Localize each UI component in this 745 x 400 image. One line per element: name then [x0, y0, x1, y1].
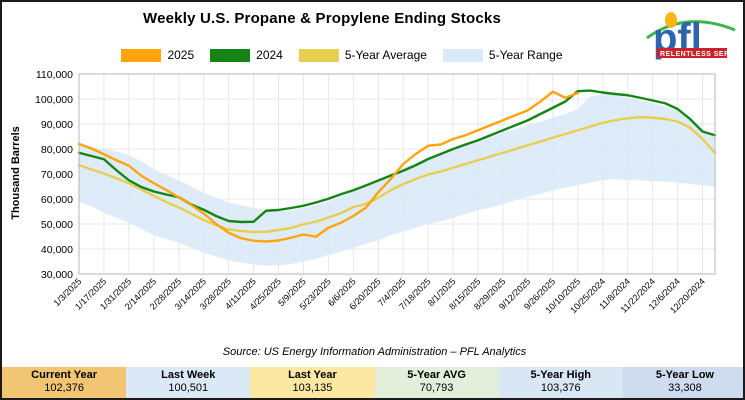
- y-tick-label: 70,000: [41, 169, 73, 181]
- logo-banner: [657, 48, 727, 58]
- stat-label: Last Week: [161, 369, 216, 381]
- y-tick-label: 40,000: [41, 244, 73, 256]
- stat-label: 5-Year AVG: [407, 369, 466, 381]
- y-tick-label: 30,000: [41, 269, 73, 281]
- stat-value: 100,501: [168, 382, 209, 394]
- plot-frame: [78, 73, 716, 275]
- line-2025: [77, 90, 580, 243]
- stat-value: 103,135: [292, 382, 333, 394]
- stocks-line-chart: 110,000 100,000 90,000 80,000 70,000 60,000 50…: [35, 69, 717, 315]
- legend-item-2024: 2024: [210, 48, 283, 62]
- y-tick-label: 80,000: [41, 144, 73, 156]
- stat-last-year: Last Year 103,135: [250, 367, 375, 398]
- chart-legend: 2025 2024 5-Year Average 5-Year Range: [72, 46, 612, 64]
- stat-value: 103,376: [540, 382, 581, 394]
- stat-label: 5-Year Low: [655, 369, 714, 381]
- stat-label: Last Year: [288, 369, 337, 381]
- stat-label: Current Year: [31, 369, 97, 381]
- legend-label-5yr-range: 5-Year Range: [488, 48, 563, 62]
- legend-item-5yr-range: 5-Year Range: [442, 48, 563, 62]
- stat-last-week: Last Week 100,501: [126, 367, 251, 398]
- legend-swatch-2024: [210, 48, 251, 62]
- y-tick-label: 100,000: [35, 94, 73, 106]
- stats-bar: Current Year 102,376 Last Week 100,501 L…: [2, 367, 743, 398]
- legend-swatch-5yr-range: [442, 48, 483, 62]
- pfl-logo: pfl RELENTLESS SERVICE: [646, 12, 737, 60]
- stat-value: 70,793: [419, 382, 454, 394]
- stat-5yr-high: 5-Year High 103,376: [498, 367, 623, 398]
- page-title: Weekly U.S. Propane & Propylene Ending S…: [143, 10, 501, 27]
- legend-swatch-2025: [121, 48, 162, 62]
- logo-tagline: RELENTLESS SERVICE: [660, 51, 737, 58]
- legend-swatch-5yr-average: [298, 48, 339, 62]
- stat-5yr-avg: 5-Year AVG 70,793: [374, 367, 499, 398]
- stat-value: 33,308: [668, 382, 702, 394]
- legend-label-2025: 2025: [167, 48, 195, 62]
- y-tick-label: 60,000: [41, 194, 73, 206]
- stat-label: 5-Year High: [530, 369, 592, 381]
- line-5-year-average: [77, 115, 717, 234]
- logo-dot: [665, 12, 677, 28]
- legend-item-5yr-average: 5-Year Average: [298, 48, 427, 62]
- stat-current-year: Current Year 102,376: [2, 367, 127, 398]
- y-tick-label: 50,000: [41, 219, 73, 231]
- stat-value: 102,376: [44, 382, 84, 394]
- legend-label-2024: 2024: [256, 48, 283, 62]
- y-tick-label: 110,000: [36, 69, 73, 81]
- stat-5yr-low: 5-Year Low 33,308: [622, 367, 743, 398]
- legend-label-5yr-average: 5-Year Average: [344, 48, 427, 62]
- y-tick-label: 90,000: [41, 119, 73, 131]
- logo-swoosh: [646, 20, 736, 40]
- source-note: Source: US Energy Information Administra…: [222, 346, 527, 358]
- legend-item-2025: 2025: [121, 48, 194, 62]
